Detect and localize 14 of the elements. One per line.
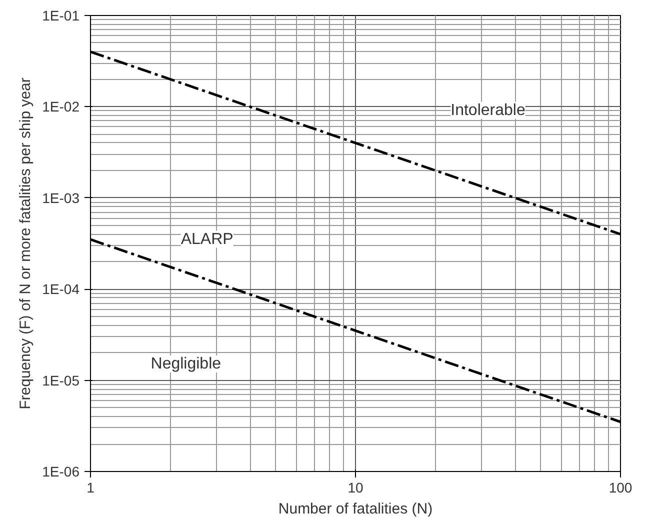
x-tick-label: 1 [86, 480, 95, 496]
y-tick-label: 1E-05 [42, 372, 80, 388]
y-tick-label: 1E-04 [42, 281, 80, 298]
y-axis-title: Frequency (F) of N or more fatalities per ship year [17, 78, 34, 410]
annotation: Intolerable [450, 102, 526, 119]
y-tick-label: 1E-03 [42, 190, 80, 206]
x-axis-title: Number of fatalities (N) [278, 500, 433, 518]
y-tick-label: 1E-02 [42, 98, 80, 115]
annotation: Negligible [150, 356, 222, 372]
x-tick-label: 10 [348, 480, 364, 496]
annotation: ALARP [180, 230, 234, 248]
y-tick-label: 1E-06 [42, 464, 80, 480]
y-tick-label: 1E-01 [42, 8, 80, 24]
x-tick-label: 100 [608, 480, 632, 496]
